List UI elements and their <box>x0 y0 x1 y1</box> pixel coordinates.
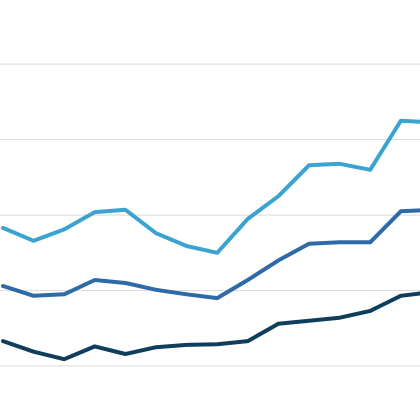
series-line <box>1 208 420 301</box>
series-line <box>1 118 420 255</box>
series-line <box>1 291 420 362</box>
